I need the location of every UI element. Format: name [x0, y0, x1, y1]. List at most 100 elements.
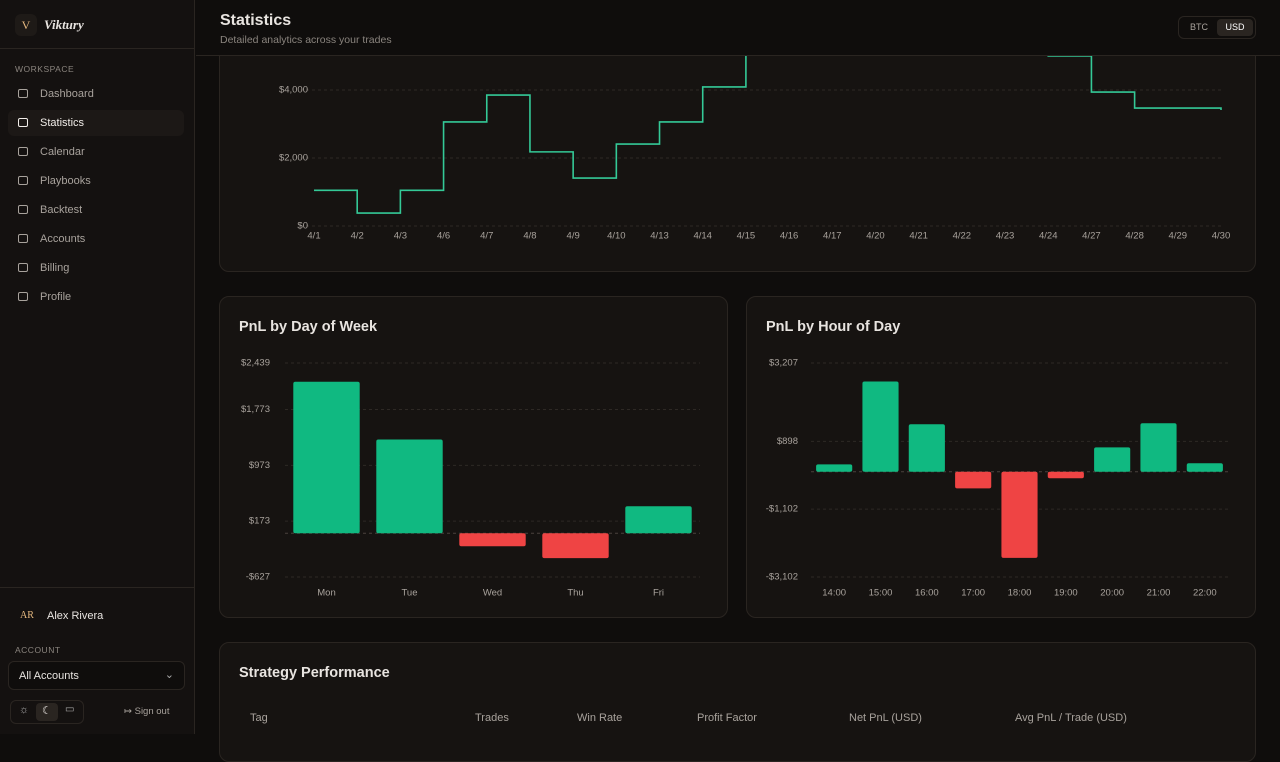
- x-tick-label: 4/14: [693, 231, 712, 242]
- x-tick-label: Mon: [317, 588, 335, 599]
- x-tick-label: 20:00: [1100, 588, 1124, 599]
- divider: [0, 587, 195, 588]
- sign-out[interactable]: ↦ Sign out: [124, 706, 170, 717]
- bar: [376, 439, 443, 534]
- y-tick-label: -$627: [246, 572, 270, 583]
- x-tick-label: 4/7: [480, 231, 493, 242]
- nav-item[interactable]: Dashboard: [8, 81, 184, 107]
- section-label: WORKSPACE: [15, 64, 75, 74]
- page-subtitle: Detailed analytics across your trades: [220, 34, 392, 46]
- logo: V: [15, 14, 37, 36]
- page-title: Statistics: [220, 12, 292, 29]
- sidebar: V Viktury WORKSPACE Dashboard Statistics C…: [0, 0, 195, 734]
- nav-icon: [18, 234, 28, 243]
- y-tick-label: $173: [249, 516, 270, 527]
- x-tick-label: 4/9: [567, 231, 580, 242]
- x-tick-label: 4/2: [351, 231, 364, 242]
- bar: [293, 381, 360, 534]
- x-tick-label: 22:00: [1193, 588, 1217, 599]
- x-tick-label: 14:00: [822, 588, 846, 599]
- x-tick-label: Tue: [401, 588, 417, 599]
- bar: [1047, 471, 1084, 479]
- header: Statistics Detailed analytics across you…: [196, 0, 1280, 56]
- y-tick-label: -$3,102: [766, 572, 798, 583]
- charts: $0 $2,000 $4,000 4/1 4/2 4/3 4/6 4/7 4/8 4/9 4/10 4…: [241, 7, 1231, 599]
- column-header: Win Rate: [577, 712, 623, 724]
- column-header: Tag: [250, 712, 268, 724]
- x-tick-label: 4/30: [1212, 231, 1231, 242]
- account-value: All Accounts: [19, 670, 79, 682]
- y-tick-label: $3,207: [769, 358, 798, 369]
- nav-icon: [18, 292, 28, 301]
- x-tick-label: 4/10: [607, 231, 626, 242]
- currency-toggle: BTC USD: [1178, 16, 1256, 39]
- nav-icon: [18, 118, 28, 127]
- nav-item[interactable]: Profile: [8, 284, 184, 310]
- x-tick-label: 4/1: [307, 231, 320, 242]
- account-select[interactable]: All Accounts ⌄: [8, 661, 185, 690]
- nav-item[interactable]: Calendar: [8, 139, 184, 165]
- x-tick-label: 4/8: [523, 231, 536, 242]
- nav-icon: [18, 89, 28, 98]
- bar: [1140, 423, 1177, 472]
- user-name: Alex Rivera: [47, 610, 104, 622]
- y-tick-label: $973: [249, 460, 270, 471]
- column-header: Trades: [475, 712, 509, 724]
- y-tick-label: $898: [777, 436, 798, 447]
- x-tick-label: 4/3: [394, 231, 407, 242]
- x-tick-label: 4/27: [1082, 231, 1101, 242]
- divider: [0, 48, 195, 49]
- x-tick-label: 4/23: [996, 231, 1015, 242]
- x-tick-label: Wed: [483, 588, 502, 599]
- x-tick-label: 15:00: [869, 588, 893, 599]
- x-tick-label: 17:00: [961, 588, 985, 599]
- x-tick-label: 4/6: [437, 231, 450, 242]
- bar: [816, 464, 853, 472]
- column-header: Avg PnL / Trade (USD): [1015, 712, 1127, 724]
- bar: [542, 533, 609, 559]
- column-header: Net PnL (USD): [849, 712, 922, 724]
- chart-title: PnL by Day of Week: [239, 319, 378, 335]
- x-tick-label: 18:00: [1008, 588, 1032, 599]
- x-tick-label: 4/15: [737, 231, 756, 242]
- nav-icon: [18, 263, 28, 272]
- equity-card: [219, 20, 1256, 272]
- x-tick-label: 4/17: [823, 231, 842, 242]
- y-tick-label: $2,000: [279, 153, 308, 164]
- y-tick-label: $0: [297, 221, 308, 232]
- avatar: AR: [20, 610, 34, 621]
- bar: [459, 533, 526, 547]
- x-tick-label: 4/29: [1169, 231, 1188, 242]
- bar: [1001, 471, 1038, 558]
- x-tick-label: Thu: [567, 588, 583, 599]
- chart-title: PnL by Hour of Day: [766, 319, 901, 335]
- nav-item[interactable]: Playbooks: [8, 168, 184, 194]
- y-tick-label: $1,773: [241, 404, 270, 415]
- currency-option[interactable]: BTC: [1190, 22, 1208, 32]
- nav-item[interactable]: Accounts: [8, 226, 184, 252]
- nav-item[interactable]: Statistics: [8, 110, 184, 136]
- theme-toggle[interactable]: ☼ ☾ ▭: [10, 700, 84, 724]
- account-label: ACCOUNT: [15, 645, 61, 655]
- x-tick-label: 4/16: [780, 231, 799, 242]
- x-tick-label: 4/28: [1125, 231, 1144, 242]
- x-tick-label: 16:00: [915, 588, 939, 599]
- bar: [908, 424, 945, 472]
- bar: [1094, 447, 1131, 472]
- nav-icon: [18, 176, 28, 185]
- nav-item[interactable]: Billing: [8, 255, 184, 281]
- x-tick-label: 21:00: [1147, 588, 1171, 599]
- nav-item[interactable]: Backtest: [8, 197, 184, 223]
- currency-option[interactable]: USD: [1217, 19, 1253, 36]
- x-tick-label: 4/20: [866, 231, 885, 242]
- table-title: Strategy Performance: [239, 665, 390, 681]
- brand: Viktury: [44, 17, 84, 32]
- x-tick-label: Fri: [653, 588, 664, 599]
- bar: [625, 506, 692, 534]
- x-tick-label: 4/21: [909, 231, 928, 242]
- column-header: Profit Factor: [697, 712, 757, 724]
- y-tick-label: $4,000: [279, 85, 308, 96]
- y-tick-label: $2,439: [241, 358, 270, 369]
- sign-out-label: Sign out: [134, 706, 170, 717]
